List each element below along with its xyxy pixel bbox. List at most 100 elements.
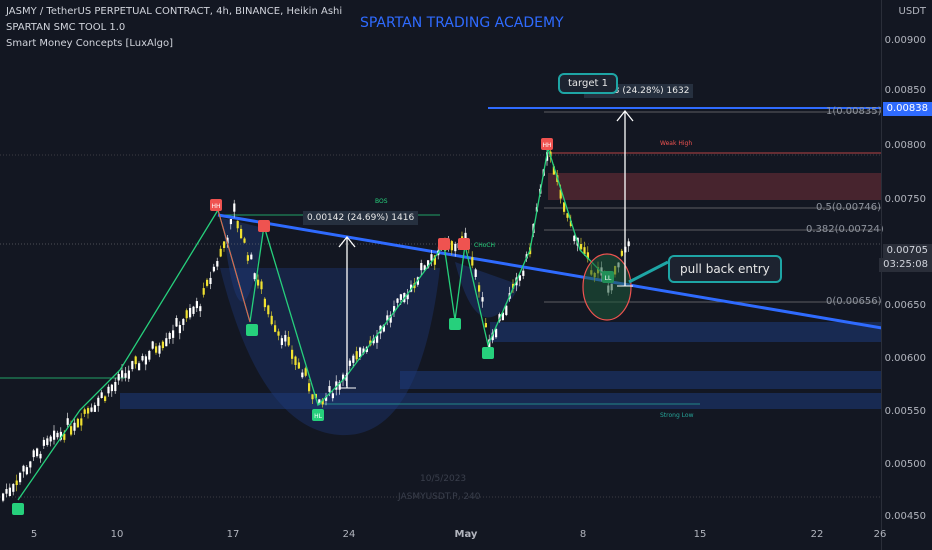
candle-body	[250, 254, 253, 260]
x-tick-label: 5	[30, 529, 38, 540]
candle-body	[189, 308, 192, 318]
hl-marker-4	[449, 318, 461, 330]
candle-body	[308, 383, 311, 392]
candle-body	[117, 374, 120, 381]
y-tick-label: 0.00550	[884, 406, 926, 417]
candle-body	[212, 266, 215, 272]
candle-body	[25, 467, 28, 475]
candle-body	[484, 323, 487, 328]
fib-label-0382: 0.382(0.00724)	[806, 224, 884, 235]
candle-body	[311, 394, 314, 400]
candle-body	[63, 433, 66, 440]
y-tick-label: 0.00650	[884, 300, 926, 311]
indicator-label-2[interactable]: Smart Money Concepts [LuxAlgo]	[6, 38, 174, 49]
measure-arrowhead-1	[338, 235, 356, 248]
candle-body	[369, 340, 372, 346]
candle-body	[107, 386, 110, 394]
watermark-symbol: JASMYUSDT.P, 240	[398, 492, 481, 502]
candle-body	[134, 356, 137, 365]
countdown-label: 03:25:08	[879, 258, 932, 272]
candle-body	[229, 218, 232, 225]
candle-body	[291, 349, 294, 359]
y-tick-label: 0.00750	[884, 194, 926, 205]
candle-body	[488, 339, 491, 349]
candle-body	[389, 314, 392, 323]
x-tick-label: May	[454, 529, 478, 540]
candle-body	[87, 408, 90, 414]
candle-body	[559, 189, 562, 199]
candle-body	[386, 315, 389, 321]
candle-body	[226, 237, 229, 244]
target-callout[interactable]: target 1	[558, 73, 618, 94]
hh-marker-1	[210, 199, 222, 211]
candle-body	[131, 361, 134, 370]
small-labels: BOS Weak High Strong Low CHoCH	[375, 140, 694, 419]
hh-marker-5	[541, 138, 553, 150]
candle-body	[195, 301, 198, 309]
candle-body	[512, 283, 515, 289]
y-tick-label: 0.00500	[884, 459, 926, 470]
candle-body	[233, 203, 236, 212]
candle-body	[573, 235, 576, 242]
zones-layer	[120, 173, 882, 436]
candle-body	[73, 422, 76, 431]
candle-body	[56, 432, 59, 438]
candle-body	[355, 351, 358, 360]
candle-body	[586, 252, 589, 259]
candle-body	[627, 241, 630, 247]
measure-arrowhead-2	[616, 109, 634, 122]
candle-body	[80, 418, 83, 426]
candle-body	[93, 405, 96, 412]
candle-body	[178, 325, 181, 334]
candle-body	[331, 393, 334, 399]
hl-marker-2	[246, 324, 258, 336]
candles-layer	[2, 148, 630, 503]
candle-body	[338, 381, 341, 390]
x-tick-label: 15	[693, 529, 707, 540]
candle-body	[199, 306, 202, 312]
price-label-top: 0.00838	[882, 102, 932, 116]
x-tick-label: 26	[873, 529, 887, 540]
demand-zone-3	[120, 393, 882, 409]
candle-body	[12, 484, 15, 492]
market-structure-down	[217, 209, 251, 323]
y-tick-label: 0.00800	[884, 140, 926, 151]
candle-body	[127, 370, 130, 379]
candle-body	[335, 381, 338, 390]
current-price-label: 0.00705	[882, 244, 932, 258]
candle-body	[46, 438, 49, 445]
candle-body	[42, 439, 45, 446]
candle-body	[454, 243, 457, 252]
bos-label: BOS	[375, 198, 388, 205]
x-tick-label: 22	[810, 529, 824, 540]
fib-label-0: 0(0.00656)	[826, 296, 882, 307]
candle-body	[301, 372, 304, 378]
candle-body	[280, 338, 283, 346]
candle-body	[165, 338, 168, 347]
cup-shape-2	[220, 268, 440, 436]
candle-body	[505, 305, 508, 315]
candle-body	[202, 288, 205, 295]
ll-text-6: LL	[605, 275, 612, 282]
pullback-callout[interactable]: pull back entry	[668, 255, 782, 283]
marker-text-layer: HH HH HL LL	[211, 142, 612, 420]
candle-body	[321, 399, 324, 405]
candle-body	[501, 312, 504, 321]
candle-body	[175, 318, 178, 327]
hh-marker-3	[438, 238, 450, 250]
candle-body	[53, 430, 56, 440]
hl-text-3: HL	[314, 413, 323, 420]
candle-body	[430, 254, 433, 261]
candle-body	[580, 244, 583, 250]
hh-text-1: HH	[211, 203, 220, 210]
candle-body	[8, 487, 11, 496]
candle-body	[471, 257, 474, 266]
candle-body	[185, 310, 188, 319]
indicator-label-1[interactable]: SPARTAN SMC TOOL 1.0	[6, 22, 126, 33]
price-axis[interactable]: USDT 0.009000.008500.008000.007500.00700…	[879, 0, 932, 550]
candle-body	[297, 362, 300, 369]
candle-body	[481, 297, 484, 302]
strong-low-label: Strong Low	[660, 412, 694, 419]
candle-body	[427, 260, 430, 268]
